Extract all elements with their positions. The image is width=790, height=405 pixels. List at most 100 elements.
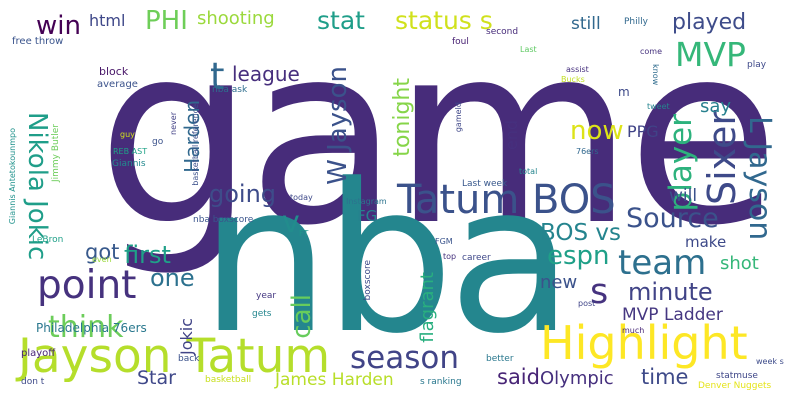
word-minute: minute (628, 278, 713, 306)
word-s-ranking: s ranking (420, 377, 462, 387)
word-much: much (622, 326, 645, 335)
word-giannis: Giannis (112, 159, 146, 169)
word-instagram: Instagram (346, 197, 387, 206)
word-phi: PHI (145, 6, 188, 36)
word-philly: Philly (624, 17, 648, 27)
word-bucks: Bucks (561, 75, 585, 84)
word-year: year (256, 291, 277, 301)
word-got: got (85, 240, 120, 264)
word-will: will (669, 186, 698, 206)
word-assist: assist (566, 65, 589, 74)
word-playoff: playoff (21, 348, 56, 359)
word-game: game (97, 0, 780, 280)
word-basketball: basketball (205, 375, 252, 385)
word-foul: foul (452, 37, 469, 47)
word-shot: shot (720, 253, 759, 274)
word-stat: stat (317, 6, 365, 35)
word-free-throw: free throw (12, 36, 64, 47)
word-espn: espn (547, 241, 610, 271)
word-today: today (290, 193, 313, 202)
word-giannis-antetokounmpo: Giannis Antetokounmpo (8, 128, 17, 225)
word-ft: FT (299, 229, 309, 238)
word-said: said (497, 365, 540, 389)
word-second: second (486, 27, 519, 37)
word-olympic: Olympic (540, 368, 614, 389)
word-nikola-jokic: Nikola Jokic (22, 112, 52, 261)
word-boxscore: boxscore (363, 260, 373, 301)
word-play: play (747, 60, 767, 70)
word-nba-boxscore: nba boxscore (193, 215, 254, 225)
word-league: league (232, 62, 300, 86)
word-first: first (124, 241, 171, 269)
word-mvp: MVP (675, 35, 746, 74)
word-going: going (209, 180, 277, 208)
word-l-jayson: L Jayson (742, 116, 777, 241)
word-highlight: Highlight (540, 316, 748, 370)
word-go: go (152, 137, 164, 147)
word-lebron: LeBron (32, 235, 64, 245)
word-even: even (92, 255, 112, 264)
word-win: win (36, 11, 81, 41)
word-week-s: week s (756, 357, 784, 366)
word-basketball-reference: basketball reference (191, 104, 200, 186)
word-end: end (502, 120, 521, 151)
word-team: team (618, 243, 707, 283)
word-still: still (571, 14, 601, 34)
word-played: played (672, 10, 747, 35)
word-back: back (178, 354, 200, 364)
word-m: m (618, 85, 630, 99)
word-jokic: Jokic (177, 318, 196, 356)
word-v: v (282, 205, 300, 240)
word-season: season (350, 340, 459, 376)
word-fgm: FGM (435, 237, 453, 246)
word-say: say (700, 96, 732, 117)
word-career: career (462, 253, 491, 263)
word-s: s (590, 272, 609, 312)
word-ppg: PPG (627, 122, 659, 141)
word-t: t (210, 55, 225, 98)
word-one: one (150, 264, 195, 292)
word-total: total (519, 167, 538, 176)
word-nba: nba (200, 141, 574, 379)
word-now: now (570, 116, 624, 146)
word-know: know (651, 64, 660, 86)
word-last-week: Last week (462, 179, 508, 189)
word-time: time (641, 365, 689, 389)
word-tonight: tonight (390, 78, 415, 157)
word-76ers: 76ers (576, 147, 599, 156)
word-last: Last (520, 45, 537, 54)
word-make: make (685, 233, 727, 251)
word-jayson-tatum: Jayson Tatum (18, 329, 331, 384)
word-top: top (443, 252, 457, 261)
word-gets: gets (252, 309, 272, 319)
word-jimmy-butler: Jimmy Butler (51, 124, 61, 183)
word-block: block (99, 65, 129, 78)
word-new: new (540, 272, 578, 293)
word-mvp-ladder: MVP Ladder (622, 305, 723, 325)
word-denver-nuggets: Denver Nuggets (698, 381, 772, 391)
word-statmuse: statmuse (716, 371, 758, 381)
word-never: never (169, 112, 178, 135)
word-w-jayson: W Jayson (323, 66, 353, 185)
word-star: Star (137, 367, 176, 389)
word-philadelphia-76ers: Philadelphia 76ers (36, 321, 147, 335)
word-post: post (578, 299, 596, 308)
word-call: call (287, 294, 317, 339)
word-average: average (97, 79, 138, 90)
word-fg: FG (357, 207, 378, 225)
word-sixer: Sixer (700, 110, 744, 205)
word-tatum-bos: Tatum BOS (397, 177, 616, 223)
word-think: think (48, 310, 124, 345)
word-gameid: gameId (454, 102, 463, 133)
word-html: html (89, 11, 126, 30)
word-flagrant: flagrant (417, 272, 438, 343)
word-point: point (37, 263, 137, 308)
word-nba-ask: nba ask (212, 85, 248, 95)
word-guy: guy (120, 130, 135, 139)
word-shooting: shooting (197, 8, 275, 29)
word-don-t: don t (21, 377, 45, 387)
word-tweet: tweet (647, 102, 670, 111)
word-reb-ast: REB AST (113, 147, 148, 156)
word-bos-vs: BOS vs (540, 220, 621, 246)
